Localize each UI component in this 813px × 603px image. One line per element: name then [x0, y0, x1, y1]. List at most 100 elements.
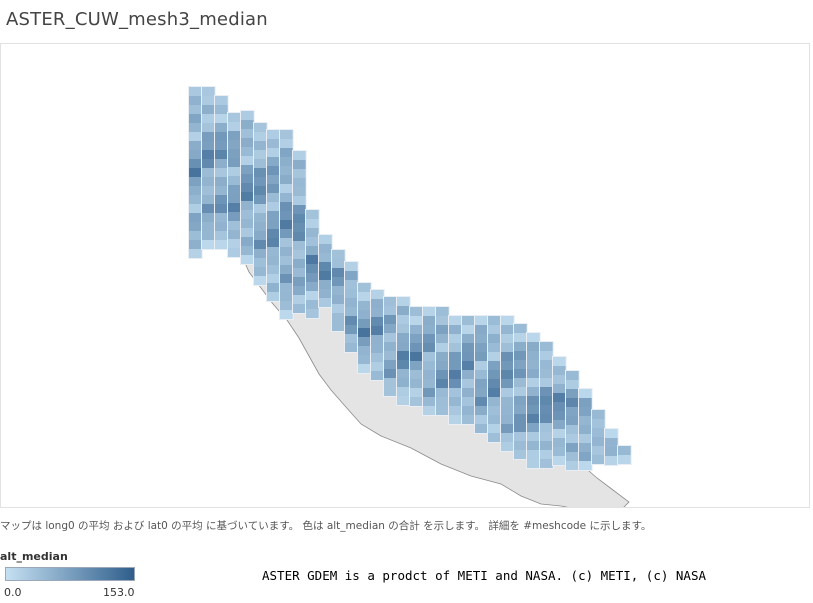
- mesh-cell[interactable]: [553, 456, 566, 465]
- mesh-cell[interactable]: [215, 204, 228, 213]
- mesh-cell[interactable]: [306, 237, 319, 246]
- mesh-cell[interactable]: [462, 388, 475, 397]
- mesh-cell[interactable]: [241, 183, 254, 192]
- mesh-cell[interactable]: [215, 114, 228, 123]
- mesh-cell[interactable]: [475, 370, 488, 379]
- mesh-cell[interactable]: [397, 351, 410, 360]
- mesh-cell[interactable]: [241, 219, 254, 228]
- mesh-cell[interactable]: [592, 437, 605, 446]
- mesh-cell[interactable]: [267, 211, 280, 220]
- mesh-cell[interactable]: [566, 416, 579, 425]
- mesh-cell[interactable]: [280, 256, 293, 265]
- mesh-column[interactable]: [604, 428, 619, 466]
- mesh-map[interactable]: [1, 44, 809, 507]
- mesh-cell[interactable]: [228, 176, 241, 185]
- mesh-cell[interactable]: [371, 344, 384, 353]
- mesh-cell[interactable]: [189, 132, 202, 141]
- mesh-cell[interactable]: [527, 387, 540, 396]
- mesh-cell[interactable]: [332, 322, 345, 331]
- mesh-cell[interactable]: [280, 211, 293, 220]
- mesh-cell[interactable]: [189, 177, 202, 186]
- mesh-cell[interactable]: [514, 342, 527, 351]
- mesh-cell[interactable]: [345, 262, 358, 271]
- mesh-column[interactable]: [396, 296, 411, 406]
- mesh-cell[interactable]: [449, 343, 462, 352]
- mesh-column[interactable]: [292, 150, 307, 314]
- mesh-cell[interactable]: [228, 248, 241, 257]
- mesh-cell[interactable]: [527, 414, 540, 423]
- mesh-cell[interactable]: [475, 316, 488, 325]
- mesh-cell[interactable]: [514, 432, 527, 441]
- mesh-cell[interactable]: [436, 352, 449, 361]
- mesh-cell[interactable]: [501, 379, 514, 388]
- mesh-cell[interactable]: [306, 309, 319, 318]
- mesh-cell[interactable]: [189, 168, 202, 177]
- mesh-cell[interactable]: [397, 315, 410, 324]
- mesh-cell[interactable]: [202, 213, 215, 222]
- mesh-cell[interactable]: [202, 240, 215, 249]
- mesh-column[interactable]: [266, 129, 281, 302]
- mesh-cell[interactable]: [293, 187, 306, 196]
- mesh-cell[interactable]: [345, 307, 358, 316]
- mesh-cell[interactable]: [293, 178, 306, 187]
- mesh-cell[interactable]: [215, 150, 228, 159]
- mesh-cell[interactable]: [241, 147, 254, 156]
- mesh-column[interactable]: [344, 261, 359, 353]
- mesh-cell[interactable]: [319, 289, 332, 298]
- mesh-cell[interactable]: [202, 132, 215, 141]
- mesh-cell[interactable]: [280, 274, 293, 283]
- mesh-cell[interactable]: [280, 292, 293, 301]
- mesh-cell[interactable]: [397, 297, 410, 306]
- mesh-cell[interactable]: [501, 334, 514, 343]
- mesh-cell[interactable]: [202, 222, 215, 231]
- mesh-cell[interactable]: [319, 253, 332, 262]
- mesh-cell[interactable]: [254, 195, 267, 204]
- mesh-cell[interactable]: [332, 250, 345, 259]
- mesh-cell[interactable]: [267, 130, 280, 139]
- mesh-cell[interactable]: [423, 325, 436, 334]
- mesh-cell[interactable]: [384, 378, 397, 387]
- mesh-cell[interactable]: [397, 360, 410, 369]
- mesh-cell[interactable]: [189, 114, 202, 123]
- mesh-column[interactable]: [487, 315, 502, 443]
- mesh-cell[interactable]: [267, 220, 280, 229]
- mesh-column[interactable]: [513, 323, 528, 460]
- mesh-column[interactable]: [617, 445, 632, 465]
- mesh-cell[interactable]: [215, 105, 228, 114]
- mesh-cell[interactable]: [319, 271, 332, 280]
- mesh-cell[interactable]: [462, 343, 475, 352]
- mesh-cell[interactable]: [475, 352, 488, 361]
- mesh-cell[interactable]: [566, 380, 579, 389]
- mesh-cell[interactable]: [267, 166, 280, 175]
- mesh-cell[interactable]: [566, 443, 579, 452]
- mesh-cell[interactable]: [579, 452, 592, 461]
- mesh-cell[interactable]: [397, 306, 410, 315]
- mesh-cell[interactable]: [475, 424, 488, 433]
- mesh-cell[interactable]: [254, 168, 267, 177]
- mesh-cell[interactable]: [267, 247, 280, 256]
- mesh-cell[interactable]: [384, 306, 397, 315]
- mesh-cell[interactable]: [423, 379, 436, 388]
- mesh-cell[interactable]: [215, 123, 228, 132]
- mesh-cell[interactable]: [358, 283, 371, 292]
- mesh-cell[interactable]: [241, 138, 254, 147]
- mesh-cell[interactable]: [436, 370, 449, 379]
- mesh-cell[interactable]: [254, 231, 267, 240]
- mesh-column[interactable]: [318, 234, 333, 308]
- mesh-cell[interactable]: [410, 325, 423, 334]
- mesh-cell[interactable]: [241, 165, 254, 174]
- mesh-cell[interactable]: [228, 140, 241, 149]
- mesh-cell[interactable]: [189, 249, 202, 258]
- mesh-cell[interactable]: [319, 235, 332, 244]
- mesh-cell[interactable]: [267, 157, 280, 166]
- mesh-cell[interactable]: [592, 410, 605, 419]
- mesh-cell[interactable]: [475, 343, 488, 352]
- mesh-cell[interactable]: [436, 388, 449, 397]
- mesh-cell[interactable]: [566, 407, 579, 416]
- mesh-cell[interactable]: [267, 283, 280, 292]
- mesh-cell[interactable]: [449, 415, 462, 424]
- mesh-cell[interactable]: [501, 406, 514, 415]
- mesh-cell[interactable]: [280, 193, 293, 202]
- mesh-cell[interactable]: [371, 299, 384, 308]
- mesh-cell[interactable]: [319, 280, 332, 289]
